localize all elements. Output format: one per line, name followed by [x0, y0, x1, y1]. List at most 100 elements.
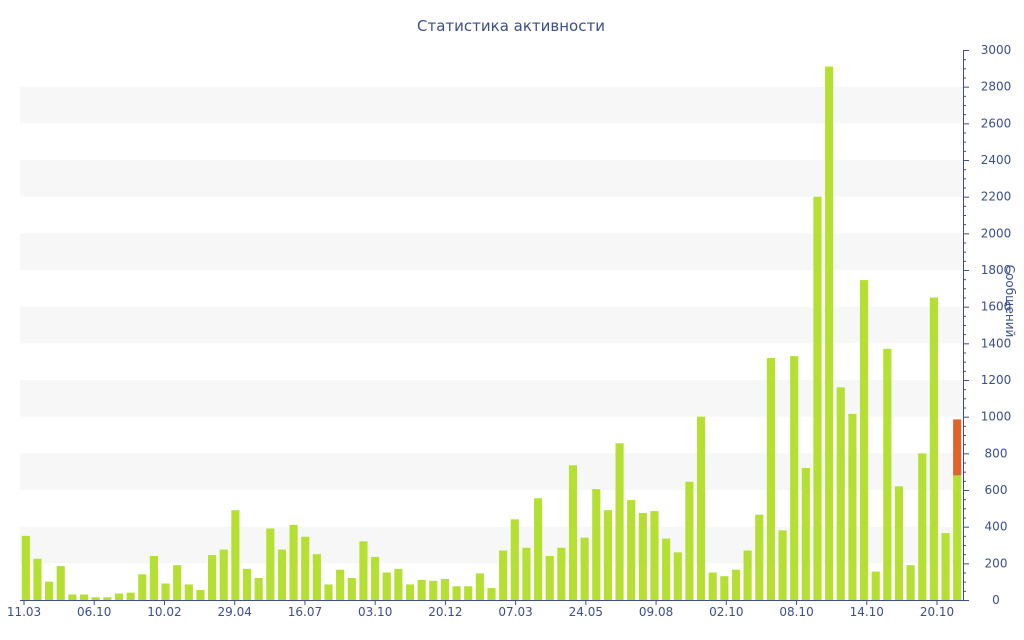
bar[interactable]: [254, 578, 263, 600]
x-axis: 11.03 06.10 10.02 29.04 16.07 03.10 20.12 07.03…: [7, 600, 963, 619]
bar[interactable]: [475, 573, 484, 600]
bar[interactable]: [452, 586, 461, 600]
bar[interactable]: [394, 568, 403, 600]
bar[interactable]: [347, 578, 356, 600]
bar[interactable]: [662, 538, 671, 600]
bar[interactable]: [242, 568, 252, 600]
bar[interactable]: [894, 486, 904, 600]
bar[interactable]: [138, 574, 147, 600]
y-tick-label: 600: [985, 483, 1008, 497]
x-tick-label: 02.10: [709, 605, 743, 619]
bar[interactable]: [650, 511, 659, 600]
bar[interactable]: [68, 594, 77, 601]
x-tick-label: 29.04: [218, 605, 252, 619]
bar[interactable]: [836, 387, 845, 600]
chart-title: Статистика активности: [417, 17, 605, 35]
bar[interactable]: [277, 549, 287, 600]
bar[interactable]: [801, 468, 810, 600]
bar[interactable]: [580, 537, 589, 600]
bar[interactable]: [196, 589, 205, 600]
bar[interactable]: [953, 475, 962, 600]
bar[interactable]: [743, 550, 752, 601]
bar[interactable]: [685, 481, 694, 600]
bar[interactable]: [336, 569, 345, 600]
bar[interactable]: [545, 556, 554, 600]
bar[interactable]: [219, 549, 228, 600]
bar[interactable]: [429, 580, 438, 600]
bar[interactable]: [883, 348, 892, 600]
bar[interactable]: [208, 555, 217, 600]
x-tick-label: 11.03: [7, 605, 41, 619]
bar[interactable]: [615, 443, 624, 600]
bar[interactable]: [289, 524, 298, 600]
bar[interactable]: [440, 578, 450, 600]
bar[interactable]: [464, 586, 473, 600]
bar[interactable]: [522, 547, 531, 600]
bar[interactable]: [778, 530, 787, 600]
bar[interactable]: [371, 556, 380, 600]
bar[interactable]: [382, 572, 391, 601]
bar[interactable]: [825, 66, 834, 601]
grid-band: [20, 233, 963, 270]
bar[interactable]: [324, 584, 333, 600]
bar-highlight-segment[interactable]: [953, 419, 962, 476]
bar[interactable]: [941, 533, 950, 600]
y-axis: 0 200 400 600 800 1000 1200 1400 1600 1800 2000 220…: [963, 43, 1011, 607]
bar[interactable]: [33, 558, 42, 600]
bar[interactable]: [766, 358, 775, 600]
bar[interactable]: [149, 556, 158, 600]
bar[interactable]: [161, 583, 170, 601]
bar[interactable]: [871, 571, 880, 600]
grid-band: [20, 86, 963, 124]
y-tick-label: 3000: [981, 43, 1012, 57]
bar[interactable]: [557, 547, 566, 600]
bar[interactable]: [359, 541, 368, 600]
bar[interactable]: [906, 565, 915, 600]
bar[interactable]: [603, 510, 612, 600]
bar[interactable]: [859, 280, 869, 600]
bar[interactable]: [918, 453, 927, 600]
bar[interactable]: [56, 566, 65, 600]
y-tick-label: 2800: [981, 80, 1012, 94]
bar[interactable]: [487, 588, 496, 600]
bar[interactable]: [91, 597, 100, 600]
y-tick-label: 2200: [981, 190, 1012, 204]
bar[interactable]: [929, 297, 938, 601]
bar[interactable]: [184, 584, 193, 600]
bar[interactable]: [173, 565, 182, 600]
bars: [21, 66, 962, 601]
y-tick-label: 400: [985, 520, 1008, 534]
bar[interactable]: [417, 579, 426, 600]
bar[interactable]: [568, 465, 578, 600]
bar[interactable]: [510, 519, 519, 600]
bar[interactable]: [720, 576, 729, 600]
y-tick-label: 1200: [981, 373, 1012, 387]
bar[interactable]: [813, 196, 822, 600]
bar[interactable]: [312, 554, 321, 600]
bar[interactable]: [848, 413, 857, 600]
bar[interactable]: [21, 535, 30, 600]
bar[interactable]: [638, 512, 647, 600]
bar[interactable]: [790, 356, 799, 600]
bar[interactable]: [533, 498, 543, 600]
y-tick-label: 200: [985, 556, 1008, 570]
bar[interactable]: [231, 510, 240, 600]
x-tick-label: 09.08: [639, 605, 673, 619]
bar[interactable]: [405, 584, 415, 600]
bar[interactable]: [126, 592, 135, 600]
bar[interactable]: [708, 572, 717, 601]
x-tick-label: 14.10: [850, 605, 884, 619]
bar[interactable]: [673, 552, 682, 600]
bar[interactable]: [103, 597, 112, 600]
bar[interactable]: [755, 514, 764, 600]
bar[interactable]: [627, 500, 636, 600]
bar[interactable]: [301, 536, 310, 600]
bar[interactable]: [731, 569, 741, 600]
bar[interactable]: [114, 593, 124, 600]
bar[interactable]: [499, 550, 508, 601]
bar[interactable]: [266, 528, 275, 601]
bar[interactable]: [592, 489, 601, 600]
bar[interactable]: [79, 594, 89, 601]
bar[interactable]: [45, 581, 54, 600]
bar[interactable]: [696, 416, 706, 600]
